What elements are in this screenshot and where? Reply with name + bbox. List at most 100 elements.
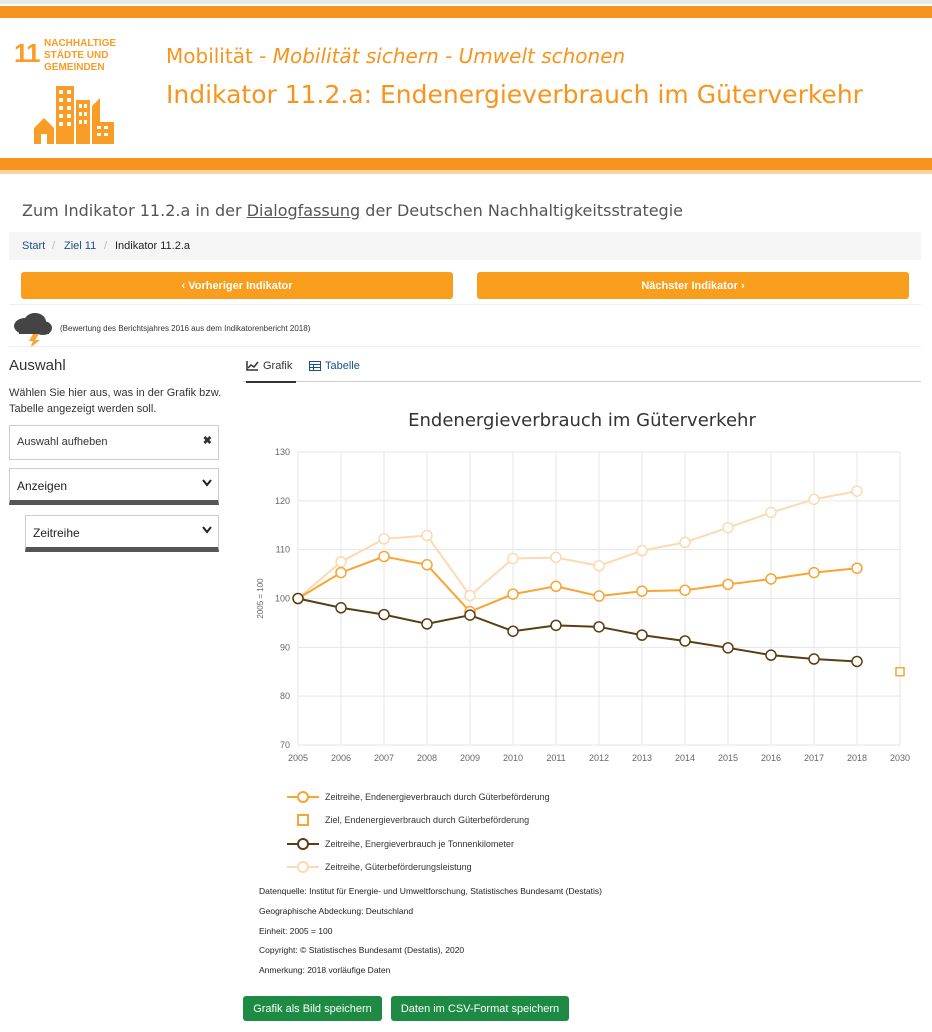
data-point <box>335 566 347 579</box>
y-tick-label: 130 <box>275 447 290 457</box>
breadcrumb-goal-11[interactable]: Ziel 11 <box>64 240 97 252</box>
meta-unit: Einheit: 2005 = 100 <box>259 926 333 936</box>
x-tick-label: 2014 <box>675 753 695 763</box>
tab-chart[interactable]: Grafik <box>246 350 296 383</box>
data-point <box>421 618 433 630</box>
chevron-down-icon <box>202 526 212 534</box>
series-line <box>297 490 858 600</box>
x-tick-label: 2011 <box>546 753 565 763</box>
x-tick-label: 2008 <box>417 753 437 763</box>
breadcrumb-separator: / <box>104 240 108 252</box>
view-tabs: Grafik Tabelle <box>243 350 921 383</box>
data-point <box>464 609 476 621</box>
intro-text: Zum Indikator 11.2.a in der Dialogfassun… <box>22 201 683 220</box>
sidebar-description: Wählen Sie hier aus, was in der Grafik b… <box>9 387 222 415</box>
data-point <box>808 493 820 506</box>
tab-table[interactable]: Tabelle <box>309 350 369 381</box>
meta-note: Anmerkung: 2018 vorläufige Daten <box>259 965 391 975</box>
thunderstorm-cloud-icon <box>14 313 52 348</box>
sidebar-title: Auswahl <box>9 357 66 374</box>
page-header: 11 NACHHALTIGE STÄDTE UND GEMEINDEN <box>0 18 932 158</box>
x-tick-label: 2009 <box>460 753 480 763</box>
data-point <box>765 506 777 519</box>
y-tick-label: 80 <box>280 691 290 701</box>
breadcrumb-current: Indikator 11.2.a <box>115 240 191 252</box>
save-csv-button[interactable]: Daten im CSV-Format speichern <box>391 996 569 1021</box>
legend-item[interactable]: Zeitreihe, Güterbeförderungsleistung <box>285 861 472 873</box>
logo-number: 11 <box>14 38 40 68</box>
breadcrumb-start[interactable]: Start <box>22 240 46 252</box>
top-orange-bar <box>0 6 932 18</box>
x-tick-label: 2016 <box>761 753 781 763</box>
data-point <box>550 580 562 593</box>
bottom-light-line <box>0 170 932 174</box>
page-subtitle: Mobilität - Mobilität sichern - Umwelt s… <box>166 44 626 68</box>
legend-marker-brown-circle <box>287 838 319 850</box>
data-point <box>335 602 347 614</box>
data-point <box>679 584 691 596</box>
legend-marker-orange-square <box>297 814 309 826</box>
data-point <box>335 556 347 568</box>
data-point <box>722 642 734 654</box>
data-point <box>550 551 562 564</box>
logo-text: NACHHALTIGE STÄDTE UND GEMEINDEN <box>44 38 117 73</box>
chevron-down-icon <box>202 479 212 487</box>
x-tick-label: 2015 <box>718 753 738 763</box>
legend-item[interactable]: Zeitreihe, Energieverbrauch je Tonnenkil… <box>285 838 514 850</box>
x-tick-label: 2007 <box>374 753 394 763</box>
data-point <box>464 589 476 602</box>
legend-item[interactable]: Ziel, Endenergieverbrauch durch Güterbef… <box>285 814 529 826</box>
x-tick-label: 2030 <box>890 753 910 763</box>
data-point <box>722 521 734 534</box>
data-point <box>378 608 390 621</box>
data-point <box>851 485 863 497</box>
top-line <box>0 0 932 4</box>
meta-copyright: Copyright: © Statistisches Bundesamt (De… <box>259 945 465 955</box>
dialog-version-link[interactable]: Dialogfassung <box>246 201 361 220</box>
data-point <box>722 578 734 591</box>
data-point <box>507 625 519 637</box>
legend-marker-light-circle <box>287 861 319 873</box>
x-tick-label: 2006 <box>331 753 351 763</box>
data-point <box>421 529 433 542</box>
data-point <box>593 560 605 572</box>
save-image-button[interactable]: Grafik als Bild speichern <box>243 996 382 1021</box>
page-title: Indikator 11.2.a: Endenergieverbrauch im… <box>166 80 863 109</box>
data-point <box>636 544 648 557</box>
sdg-11-logo: 11 NACHHALTIGE STÄDTE UND GEMEINDEN <box>14 36 124 166</box>
data-point <box>808 653 820 665</box>
legend-item[interactable]: Zeitreihe, Endenergieverbrauch durch Güt… <box>285 791 550 803</box>
series-line <box>297 555 858 613</box>
data-point <box>593 590 605 602</box>
breadcrumb-separator: / <box>52 240 56 252</box>
data-point <box>851 562 863 574</box>
series-select[interactable]: Zeitreihe <box>25 515 219 552</box>
show-select[interactable]: Anzeigen <box>9 468 219 505</box>
close-icon[interactable]: ✖ <box>202 435 212 447</box>
data-point <box>507 588 519 600</box>
data-point <box>765 649 777 661</box>
line-chart-icon <box>246 360 259 371</box>
y-axis-label: 2005 = 100 <box>256 578 265 619</box>
next-indicator-button[interactable]: Nächster Indikator › <box>477 272 909 299</box>
clear-selection-button[interactable]: Auswahl aufheben ✖ <box>9 425 219 460</box>
city-buildings-icon <box>34 86 114 144</box>
y-tick-label: 120 <box>275 496 290 506</box>
x-tick-label: 2018 <box>847 753 867 763</box>
target-point <box>895 667 905 677</box>
data-point <box>421 559 433 571</box>
x-tick-label: 2017 <box>804 753 824 763</box>
y-tick-label: 100 <box>275 594 290 604</box>
y-tick-label: 70 <box>280 740 290 750</box>
data-point <box>636 585 648 597</box>
legend-marker-orange-circle <box>287 791 319 803</box>
chevron-right-icon: › <box>737 279 745 292</box>
data-point <box>378 533 390 545</box>
data-point <box>851 655 863 668</box>
line-chart: 70 80 90 100 110 120 130 2005 2006 2007 2008 2009 20… <box>256 447 910 763</box>
assessment-note: (Bewertung des Berichtsjahres 2016 aus d… <box>60 324 311 333</box>
data-point <box>550 619 562 632</box>
previous-indicator-button[interactable]: ‹ Vorheriger Indikator <box>21 272 453 299</box>
chart-title: Endenergieverbrauch im Güterverkehr <box>408 410 756 431</box>
x-tick-label: 2010 <box>503 753 523 763</box>
